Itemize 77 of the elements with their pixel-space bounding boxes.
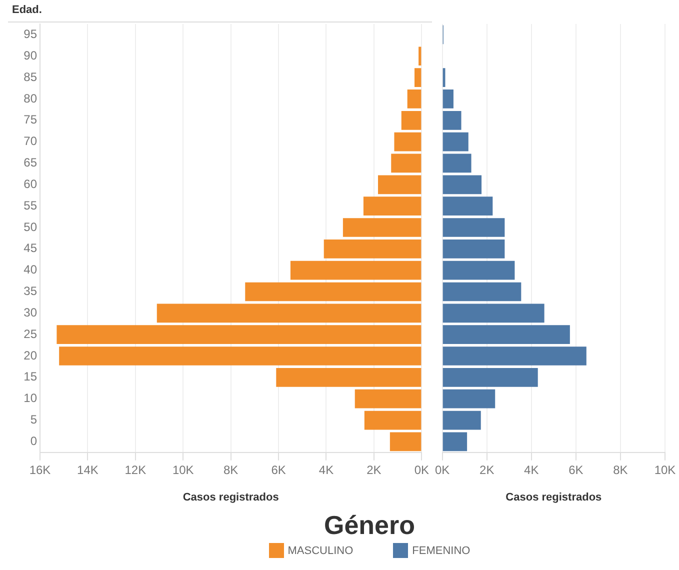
y-tick-label: 35 (24, 284, 38, 298)
y-tick-label: 25 (24, 326, 38, 341)
bar (442, 304, 544, 323)
bar (276, 368, 422, 387)
bar (156, 304, 422, 323)
y-tick-label: 5 (30, 412, 38, 427)
bar (59, 346, 422, 366)
y-tick-label: 90 (24, 48, 38, 62)
x-axis-title: Casos registrados (182, 491, 279, 504)
bar (364, 410, 422, 430)
y-tick-label: 55 (24, 198, 38, 212)
x-tick-label: 4K (524, 462, 539, 477)
y-tick-label: 20 (24, 348, 38, 362)
x-tick-label: 16K (29, 462, 51, 477)
x-tick-label: 0K (434, 462, 450, 477)
y-tick-label: 10 (24, 391, 38, 406)
bar (442, 110, 462, 130)
x-axis-title: Casos registrados (506, 491, 602, 504)
bar (414, 68, 422, 87)
y-tick-label: 75 (24, 112, 38, 127)
y-tick-label: 95 (24, 27, 38, 42)
bar (442, 218, 505, 237)
bar (442, 175, 482, 194)
y-tick-label: 85 (24, 70, 38, 84)
bar (442, 389, 496, 408)
bar (442, 260, 515, 280)
bar (442, 368, 538, 387)
y-tick-label: 45 (24, 241, 38, 256)
y-tick-label: 80 (24, 91, 38, 106)
bar (245, 282, 422, 302)
y-tick-label: 0 (30, 434, 38, 448)
y-tick-label: 50 (24, 220, 38, 234)
x-tick-label: 10K (172, 462, 194, 477)
bar (442, 196, 493, 216)
x-tick-label: 2K (480, 462, 494, 477)
y-axis-title: Edad. (12, 4, 42, 16)
x-tick-label: 14K (77, 462, 98, 477)
x-tick-label: 12K (124, 462, 146, 477)
legend-label: FEMENINO (412, 544, 470, 556)
x-tick-label: 6K (271, 462, 286, 477)
bar (442, 325, 570, 344)
bar (394, 132, 422, 152)
x-tick-label: 10K (654, 462, 676, 477)
x-tick-label: 8K (613, 462, 628, 477)
bar (418, 46, 422, 66)
bar (442, 432, 468, 452)
y-tick-label: 40 (24, 262, 38, 277)
bar (290, 260, 422, 280)
bar (442, 410, 481, 430)
bar (442, 346, 586, 366)
bar (442, 154, 472, 173)
bar (342, 218, 422, 237)
bar (390, 432, 422, 452)
bar (442, 90, 454, 108)
bar (401, 110, 422, 130)
bar (391, 154, 422, 173)
bar (324, 239, 422, 258)
x-tick-label: 2K (366, 462, 382, 477)
y-tick-label: 65 (24, 156, 38, 170)
bar (407, 90, 422, 108)
y-tick-label: 15 (24, 370, 38, 384)
y-tick-label: 60 (24, 176, 38, 191)
x-tick-label: 0K (414, 462, 430, 477)
bar (56, 325, 422, 344)
x-tick-label: 4K (318, 462, 334, 477)
bar (442, 132, 468, 152)
bar (378, 175, 422, 194)
bar (363, 196, 422, 216)
legend-label: MASCULINO (288, 544, 354, 556)
legend-title: Género (322, 510, 416, 541)
y-tick-label: 30 (24, 305, 38, 320)
x-tick-label: 6K (568, 462, 584, 477)
bar (442, 282, 522, 302)
bar (354, 389, 422, 408)
x-tick-label: 8K (223, 462, 238, 477)
y-tick-label: 70 (24, 134, 38, 148)
bar (442, 239, 505, 258)
